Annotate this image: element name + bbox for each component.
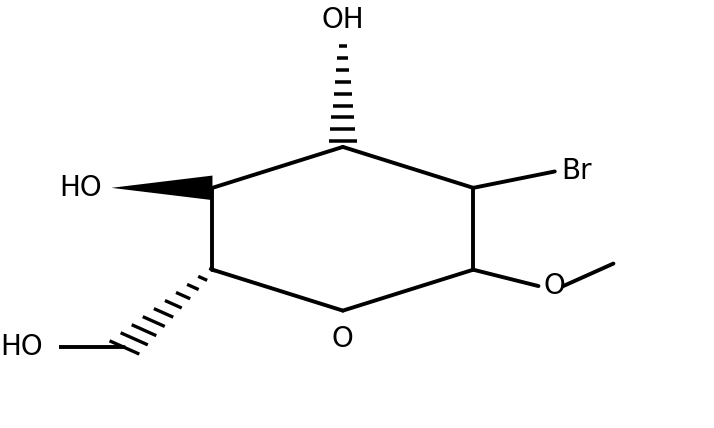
Text: HO: HO xyxy=(59,174,101,202)
Text: HO: HO xyxy=(0,333,43,362)
Text: OH: OH xyxy=(321,6,364,34)
Polygon shape xyxy=(111,175,213,200)
Text: O: O xyxy=(332,325,353,353)
Text: O: O xyxy=(543,272,565,300)
Text: Br: Br xyxy=(561,158,592,185)
